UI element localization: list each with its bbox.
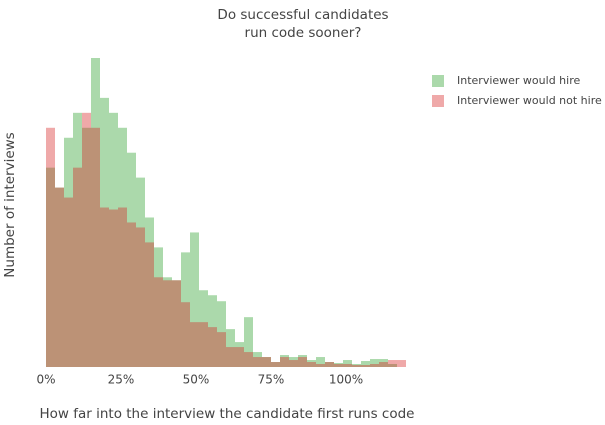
bar: [55, 187, 64, 367]
bar: [361, 365, 370, 367]
bar: [316, 364, 325, 367]
bar: [190, 322, 199, 367]
bar: [226, 329, 235, 367]
bar: [217, 301, 226, 367]
bar: [226, 347, 235, 367]
bar: [181, 302, 190, 367]
bar: [298, 355, 307, 367]
bar: [145, 217, 154, 367]
bar: [361, 361, 370, 367]
bar: [244, 352, 253, 367]
bar: [244, 317, 253, 367]
x-tick-label: 75%: [258, 373, 285, 387]
bar: [64, 137, 73, 367]
bar: [181, 252, 190, 367]
bar: [298, 357, 307, 367]
bar: [307, 362, 316, 367]
bar: [325, 362, 334, 367]
y-axis-title: Number of interviews: [2, 132, 18, 277]
bar: [271, 362, 280, 367]
bar: [262, 357, 271, 367]
bar: [55, 187, 64, 367]
bar: [325, 362, 334, 367]
x-tick-label: 50%: [183, 373, 210, 387]
bar: [280, 357, 289, 367]
bar: [82, 127, 91, 367]
bar: [352, 364, 361, 367]
chart-title: Do successful candidates: [217, 7, 388, 23]
bar: [46, 127, 55, 367]
bar: [271, 362, 280, 367]
bar: [235, 342, 244, 367]
bar: [334, 363, 343, 367]
bar: [343, 364, 352, 367]
bar: [334, 364, 343, 367]
bar: [388, 364, 397, 367]
legend-swatch: [432, 95, 444, 107]
bar: [289, 357, 298, 367]
bar: [262, 357, 271, 367]
bar: [253, 357, 262, 367]
x-tick-label: 0%: [36, 373, 55, 387]
legend-label: Interviewer would not hire: [457, 94, 602, 107]
bar: [379, 362, 388, 367]
bar: [397, 360, 406, 367]
bar: [145, 242, 154, 367]
bar: [199, 322, 208, 367]
bar: [217, 332, 226, 367]
bar: [208, 327, 217, 367]
x-tick-label: 100%: [329, 373, 363, 387]
bar: [100, 207, 109, 367]
bar: [172, 280, 181, 367]
bar: [136, 177, 145, 367]
bar: [379, 359, 388, 367]
bar: [208, 295, 217, 367]
bar: [190, 232, 199, 367]
bar: [64, 197, 73, 367]
bar: [100, 97, 109, 367]
bar: [154, 247, 163, 367]
bar: [307, 360, 316, 367]
bar: [91, 127, 100, 367]
legend-swatch: [432, 75, 444, 87]
bar: [118, 127, 127, 367]
bar: [46, 167, 55, 367]
bar: [289, 360, 298, 367]
chart-title: run code sooner?: [245, 25, 362, 41]
bar: [388, 360, 397, 367]
bar: [154, 277, 163, 367]
bar: [73, 112, 82, 368]
bar: [163, 280, 172, 367]
legend-label: Interviewer would hire: [457, 74, 580, 87]
bar: [118, 207, 127, 367]
bar: [370, 364, 379, 367]
bar: [343, 360, 352, 367]
bar: [352, 365, 361, 367]
x-axis-title: How far into the interview the candidate…: [39, 406, 414, 422]
bar: [253, 352, 262, 367]
bar: [163, 277, 172, 367]
bar: [316, 357, 325, 367]
bar: [82, 112, 91, 368]
bar: [127, 222, 136, 367]
bar: [136, 227, 145, 367]
bar: [370, 359, 379, 367]
bar: [235, 347, 244, 367]
bar: [199, 290, 208, 367]
bar: [91, 58, 100, 367]
x-tick-label: 25%: [108, 373, 135, 387]
bar: [127, 152, 136, 367]
bar: [172, 280, 181, 367]
bar: [109, 112, 118, 368]
bar: [73, 167, 82, 367]
bar: [109, 209, 118, 367]
bar: [280, 355, 289, 367]
